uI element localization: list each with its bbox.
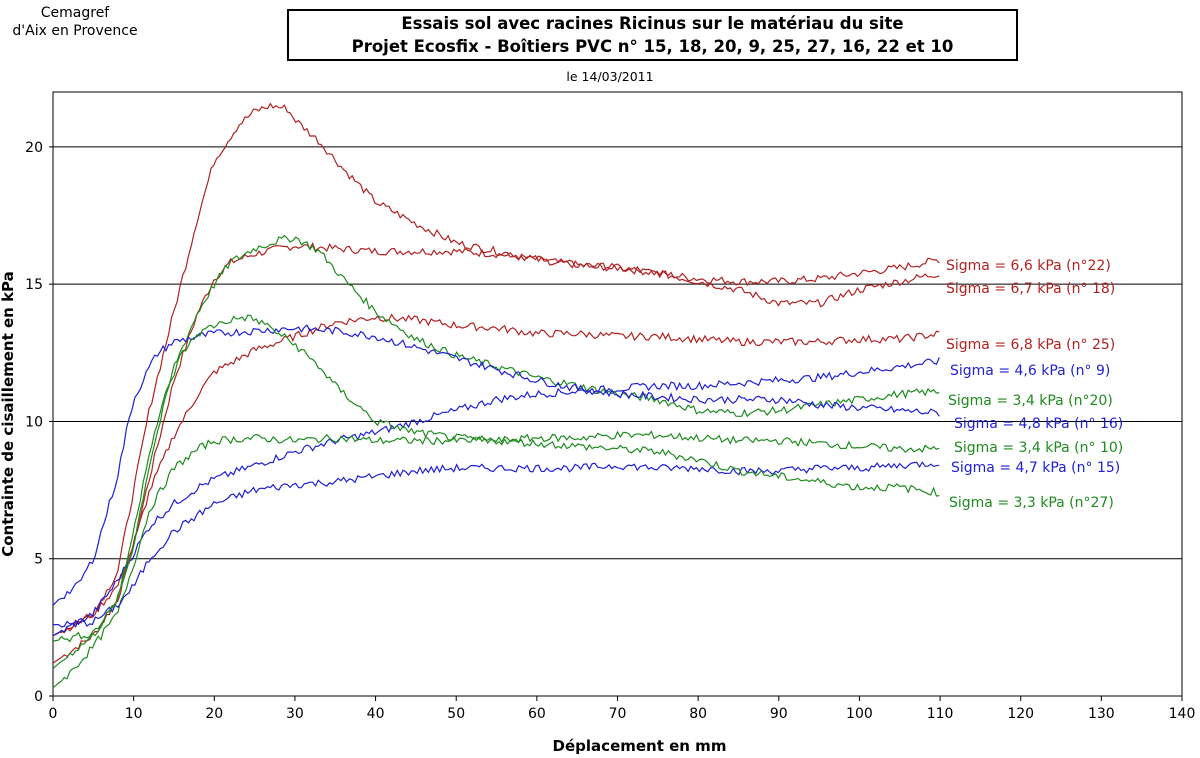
x-tick-label: 60 bbox=[528, 706, 546, 722]
x-tick-label: 10 bbox=[125, 706, 143, 722]
series-line bbox=[52, 234, 940, 669]
organisation-line-2: d'Aix en Provence bbox=[12, 23, 138, 39]
x-tick-label: 50 bbox=[447, 706, 465, 722]
x-tick-label: 80 bbox=[689, 706, 707, 722]
series-label: Sigma = 3,4 kPa (n° 10) bbox=[954, 440, 1123, 456]
series-line bbox=[53, 461, 940, 628]
x-tick-label: 130 bbox=[1088, 706, 1115, 722]
x-tick-label: 90 bbox=[770, 706, 788, 722]
x-tick-label: 100 bbox=[846, 706, 873, 722]
chart-title-box: Essais sol avec racines Ricinus sur le m… bbox=[287, 9, 1018, 61]
series-label: Sigma = 6,7 kPa (n° 18) bbox=[946, 281, 1115, 297]
y-tick-label: 0 bbox=[34, 689, 43, 705]
x-tick-label: 30 bbox=[286, 706, 304, 722]
series-label: Sigma = 4,7 kPa (n° 15) bbox=[951, 460, 1120, 476]
organisation-label: Cemagref d'Aix en Provence bbox=[0, 4, 150, 40]
series-line bbox=[52, 430, 940, 689]
x-axis-label: Déplacement en mm bbox=[553, 737, 727, 755]
chart-subtitle: le 14/03/2011 bbox=[566, 69, 654, 84]
series-label: Sigma = 4,6 kPa (n° 9) bbox=[950, 363, 1110, 379]
series-label: Sigma = 6,6 kPa (n°22) bbox=[946, 258, 1111, 274]
y-axis-label: Contrainte de cisaillement en kPa bbox=[0, 271, 17, 557]
series-label: Sigma = 3,3 kPa (n°27) bbox=[949, 495, 1114, 511]
series-line bbox=[52, 313, 940, 637]
x-tick-label: 0 bbox=[49, 706, 58, 722]
chart-title-line-2: Projet Ecosfix - Boîtiers PVC n° 15, 18,… bbox=[351, 37, 954, 56]
series-line bbox=[52, 357, 940, 637]
x-tick-label: 20 bbox=[205, 706, 223, 722]
x-tick-label: 40 bbox=[367, 706, 385, 722]
series-line bbox=[52, 314, 940, 643]
series-label: Sigma = 3,4 kPa (n°20) bbox=[948, 393, 1113, 409]
x-tick-label: 140 bbox=[1169, 706, 1196, 722]
series-line bbox=[52, 102, 940, 637]
y-tick-label: 15 bbox=[25, 277, 43, 293]
x-tick-label: 70 bbox=[609, 706, 627, 722]
series-label: Sigma = 6,8 kPa (n° 25) bbox=[946, 337, 1115, 353]
chart-title: Essais sol avec racines Ricinus sur le m… bbox=[401, 14, 904, 33]
series-label: Sigma = 4,8 kPa (n° 16) bbox=[954, 416, 1123, 432]
y-tick-label: 5 bbox=[34, 552, 43, 568]
x-tick-label: 120 bbox=[1007, 706, 1034, 722]
y-tick-label: 10 bbox=[25, 414, 43, 430]
x-tick-label: 110 bbox=[927, 706, 954, 722]
y-tick-label: 20 bbox=[25, 140, 43, 156]
series-line bbox=[52, 241, 940, 664]
organisation-line-1: Cemagref bbox=[40, 5, 110, 21]
